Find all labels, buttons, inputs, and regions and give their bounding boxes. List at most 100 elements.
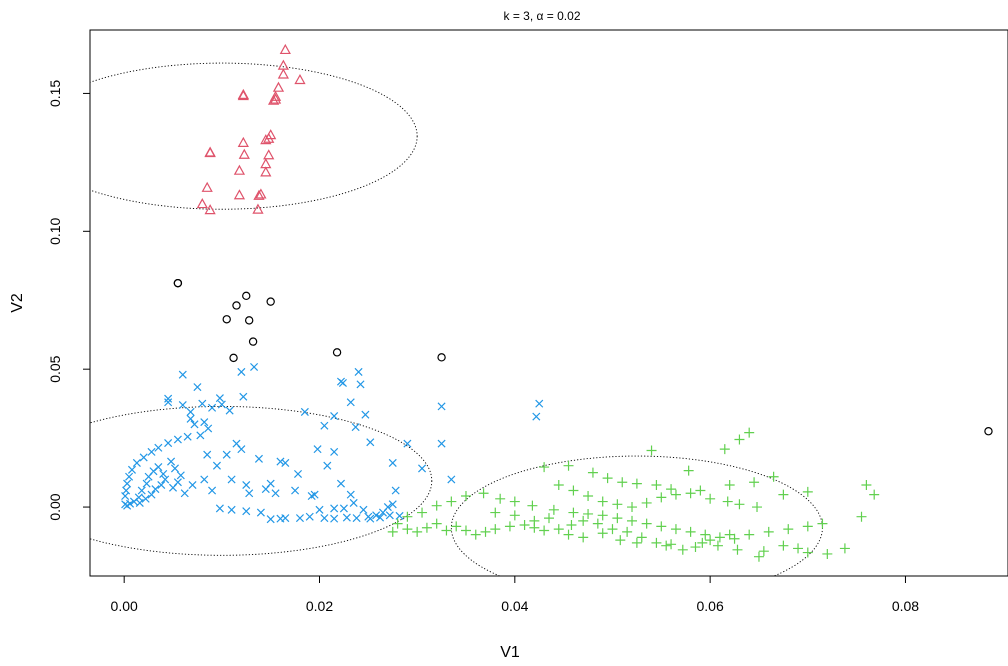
point-cross	[193, 383, 202, 392]
point-circle	[173, 278, 183, 288]
point-cross	[215, 504, 224, 513]
point-plus	[607, 524, 618, 535]
point-cross	[147, 447, 156, 456]
point-plus	[714, 532, 725, 543]
point-plus	[412, 526, 423, 537]
point-plus	[470, 529, 481, 540]
point-plus	[539, 462, 550, 473]
point-cross	[295, 514, 304, 523]
point-plus	[568, 485, 579, 496]
point-plus	[504, 521, 515, 532]
point-cross	[356, 380, 365, 389]
point-triangle	[237, 89, 249, 101]
point-cross	[339, 504, 348, 513]
point-triangle	[252, 203, 264, 214]
point-plus	[695, 485, 706, 496]
point-plus	[734, 499, 745, 510]
point-cross	[227, 505, 236, 514]
point-plus	[490, 507, 501, 518]
point-plus	[539, 525, 550, 536]
point-plus	[651, 537, 662, 548]
point-triangle	[263, 132, 275, 143]
point-triangle	[233, 164, 246, 175]
point-cross	[196, 431, 205, 440]
point-cross	[315, 505, 324, 514]
point-cross	[388, 458, 397, 467]
point-cross	[215, 394, 224, 403]
point-cross	[349, 498, 358, 507]
point-cross	[361, 410, 370, 419]
point-plus	[656, 521, 667, 532]
point-cross	[320, 514, 329, 523]
point-cross	[383, 503, 392, 512]
point-plus	[615, 535, 626, 546]
point-plus	[802, 547, 813, 558]
point-cross	[137, 486, 146, 495]
point-cross	[135, 498, 144, 507]
y-axis-label: V2	[9, 293, 26, 313]
point-circle	[222, 315, 231, 324]
point-plus	[822, 548, 833, 559]
y-axis: 0.00 0.05 0.10 0.15	[47, 80, 91, 521]
point-triangle	[260, 166, 272, 177]
ellipse-layer	[90, 62, 823, 576]
point-cross	[385, 511, 394, 520]
point-plus	[527, 500, 538, 511]
point-triangle	[196, 198, 208, 209]
point-triangle	[204, 204, 216, 215]
point-cross	[276, 514, 285, 523]
point-plus	[719, 444, 730, 455]
chart-title: k = 3, α = 0.02	[504, 9, 581, 23]
point-circle	[244, 316, 254, 325]
point-plus	[749, 477, 760, 488]
point-cross	[359, 505, 368, 514]
x-tick-label: 0.02	[306, 598, 333, 614]
point-plus	[651, 480, 662, 490]
point-cross	[281, 458, 290, 467]
point-cross	[157, 480, 166, 490]
point-cross	[168, 483, 178, 492]
point-cross	[217, 400, 226, 409]
point-cross	[388, 500, 397, 509]
point-plus	[744, 529, 755, 540]
point-triangle	[279, 43, 291, 55]
point-plus	[509, 510, 520, 521]
point-plus	[778, 540, 789, 551]
point-circle	[229, 353, 238, 363]
point-plus	[666, 484, 677, 495]
point-cross	[330, 447, 339, 456]
point-cross	[351, 423, 360, 432]
point-cross	[305, 512, 314, 521]
point-cross	[250, 362, 259, 372]
point-plus	[446, 496, 457, 507]
point-cross	[418, 464, 427, 473]
point-plus	[641, 497, 652, 508]
point-cross	[323, 461, 332, 470]
y-tick-label: 0.05	[47, 355, 63, 382]
point-cross	[366, 514, 375, 523]
point-plus	[612, 499, 623, 510]
point-triangle	[263, 149, 275, 160]
points-layer	[121, 43, 993, 562]
point-plus	[597, 496, 608, 507]
point-cross	[330, 514, 339, 523]
point-triangle	[272, 81, 285, 92]
point-plus	[666, 539, 677, 550]
point-plus	[417, 507, 428, 518]
point-cross	[147, 490, 156, 499]
point-cross	[366, 438, 375, 447]
point-circle	[232, 301, 241, 310]
point-cross	[376, 513, 385, 522]
point-cross	[164, 398, 173, 407]
x-axis-label: V1	[500, 644, 520, 661]
point-cross	[161, 475, 170, 484]
point-plus	[622, 526, 633, 537]
point-cross	[242, 507, 251, 516]
point-plus	[778, 489, 789, 500]
point-triangle	[253, 189, 265, 200]
point-cross	[237, 445, 246, 454]
point-plus	[627, 502, 638, 513]
point-plus	[869, 489, 880, 500]
point-cross	[203, 450, 212, 459]
